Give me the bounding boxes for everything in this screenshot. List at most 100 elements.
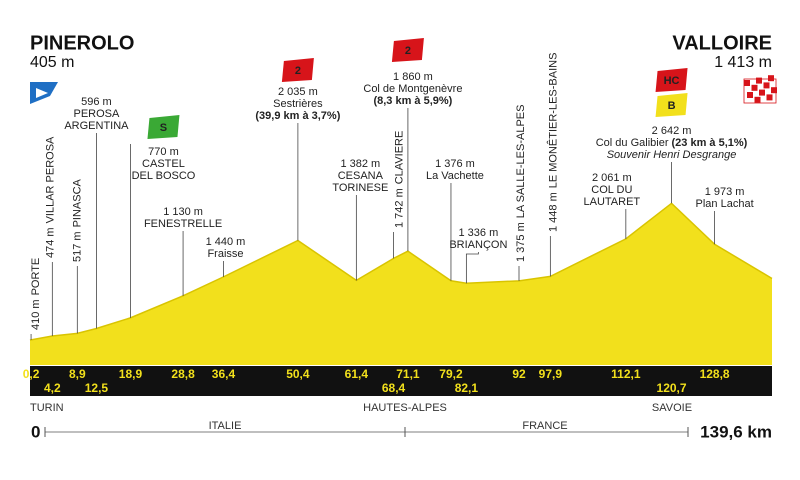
waypoint-name-line: DEL BOSCO: [132, 170, 196, 182]
waypoint-label: 410 m PORTE: [30, 258, 42, 330]
start-name: PINEROLO: [30, 32, 134, 54]
waypoint-altitude: 1 130 m: [163, 206, 203, 218]
waypoint-name: Sestrières: [273, 98, 323, 110]
km-label: 36,4: [212, 367, 236, 381]
waypoint-altitude: 2 642 m: [652, 125, 692, 137]
waypoint-name: Plan Lachat: [696, 198, 754, 210]
waypoint-name-line: La Vachette: [426, 170, 484, 182]
km-label: 61,4: [345, 367, 369, 381]
waypoint-altitude: 1 973 m: [705, 186, 745, 198]
km-label: 92: [512, 367, 526, 381]
waypoint-name: BRIANÇON: [449, 239, 507, 251]
climb-detail: (39,9 km à 3,7%): [255, 110, 340, 122]
climb-badge: [655, 68, 688, 92]
flag-check: [744, 80, 750, 86]
waypoint-name: La Vachette: [426, 170, 484, 182]
axis-start: 0: [31, 422, 40, 441]
waypoint-name: FENESTRELLE: [144, 218, 222, 230]
waypoint-name-line: TORINESE: [332, 182, 388, 194]
waypoint-name-line: ARGENTINA: [64, 120, 129, 132]
waypoint-altitude: 1 382 m: [340, 158, 380, 170]
badge-label: HC: [664, 75, 680, 87]
flag-check: [763, 82, 770, 89]
waypoint-name: CASTEL: [142, 158, 185, 170]
waypoint-name-line: COL DU: [591, 184, 632, 196]
waypoint-name-line: CASTEL: [142, 158, 185, 170]
dedication: Souvenir Henri Desgrange: [607, 149, 737, 161]
climb-badge: [281, 58, 314, 82]
waypoint-name-line: Fraisse: [207, 248, 243, 260]
waypoint-name: VILLAR PEROSA: [44, 136, 56, 223]
km-label: 112,1: [611, 367, 641, 381]
start-altitude: 405 m: [30, 54, 74, 71]
waypoint-name: DEL BOSCO: [132, 170, 196, 182]
flag-check: [754, 96, 761, 103]
badge-label: 2: [405, 45, 411, 57]
waypoint-name-line: BRIANÇON: [449, 239, 507, 251]
waypoint-name: PINASCA: [71, 178, 83, 227]
waypoint-name-line: CESANA: [338, 170, 384, 182]
climb-badge: [147, 115, 180, 139]
waypoint-altitude: 2 035 m: [278, 86, 318, 98]
waypoint-name: Col du Galibier (23 km à 5,1%): [596, 137, 748, 149]
waypoint-label: 474 m VILLAR PEROSA: [44, 136, 56, 258]
connector: [465, 252, 479, 284]
region-label: TURIN: [30, 402, 64, 414]
km-label: 18,9: [119, 367, 143, 381]
waypoint-name: PORTE: [30, 258, 42, 296]
km-label: 71,1: [396, 367, 420, 381]
waypoint-label: 1 742 m CLAVIERE: [393, 131, 405, 228]
profile-fill: [30, 203, 772, 365]
flag-border: [743, 78, 777, 104]
climb-detail: (23 km à 5,1%): [672, 137, 748, 149]
waypoint-name: COL DU: [591, 184, 632, 196]
finish-altitude: 1 413 m: [714, 54, 772, 71]
km-bar: [30, 366, 772, 396]
climb-badge: [391, 38, 424, 62]
badge-label: B: [668, 100, 676, 112]
flag-check: [768, 75, 774, 82]
km-label: 97,9: [539, 367, 563, 381]
km-label: 128,8: [700, 367, 730, 381]
km-label: 68,4: [382, 381, 406, 395]
flag-check: [766, 94, 773, 101]
waypoint-altitude: 517 m: [71, 231, 83, 262]
badge-label: 2: [295, 65, 301, 77]
waypoint-name: TORINESE: [332, 182, 388, 194]
waypoint-name: LE MONÊTIER-LES-BAINS: [546, 53, 559, 189]
waypoint-name-line: LAUTARET: [584, 196, 641, 208]
km-label: 0,2: [23, 367, 40, 381]
waypoint-altitude: 1 376 m: [435, 158, 475, 170]
badge-label: S: [160, 122, 167, 134]
waypoint-altitude: 1 742 m: [393, 188, 405, 228]
waypoint-label: 517 m PINASCA: [71, 178, 83, 262]
km-label: 79,2: [439, 367, 463, 381]
flag-check: [747, 92, 753, 98]
country-label: FRANCE: [522, 420, 567, 432]
km-label: 28,8: [171, 367, 195, 381]
waypoint-name: Col de Montgenèvre: [363, 83, 462, 95]
waypoint-name: CESANA: [338, 170, 384, 182]
waypoint-altitude: 1 860 m: [393, 71, 433, 83]
flag-check: [759, 89, 765, 96]
waypoint-altitude: 1 336 m: [459, 227, 499, 239]
km-label: 50,4: [286, 367, 310, 381]
waypoint-name: CLAVIERE: [393, 131, 405, 185]
region-label: HAUTES-ALPES: [363, 402, 447, 414]
climb-badge: [655, 93, 688, 117]
waypoint-name-line: FENESTRELLE: [144, 218, 222, 230]
profile-line: [29, 202, 773, 341]
waypoint-altitude: 2 061 m: [592, 172, 632, 184]
km-label: 8,9: [69, 367, 86, 381]
waypoint-name: Fraisse: [207, 248, 243, 260]
waypoint-altitude: 596 m: [81, 96, 112, 108]
km-label: 120,7: [657, 381, 687, 395]
waypoint-altitude: 410 m: [30, 299, 42, 330]
waypoint-altitude: 474 m: [44, 227, 56, 258]
country-label: ITALIE: [209, 420, 242, 432]
waypoint-name-line: Col du Galibier: [596, 137, 669, 149]
waypoint-name-line: PEROSA: [74, 108, 121, 120]
start-flag: [30, 82, 58, 104]
flag-check: [751, 84, 758, 91]
